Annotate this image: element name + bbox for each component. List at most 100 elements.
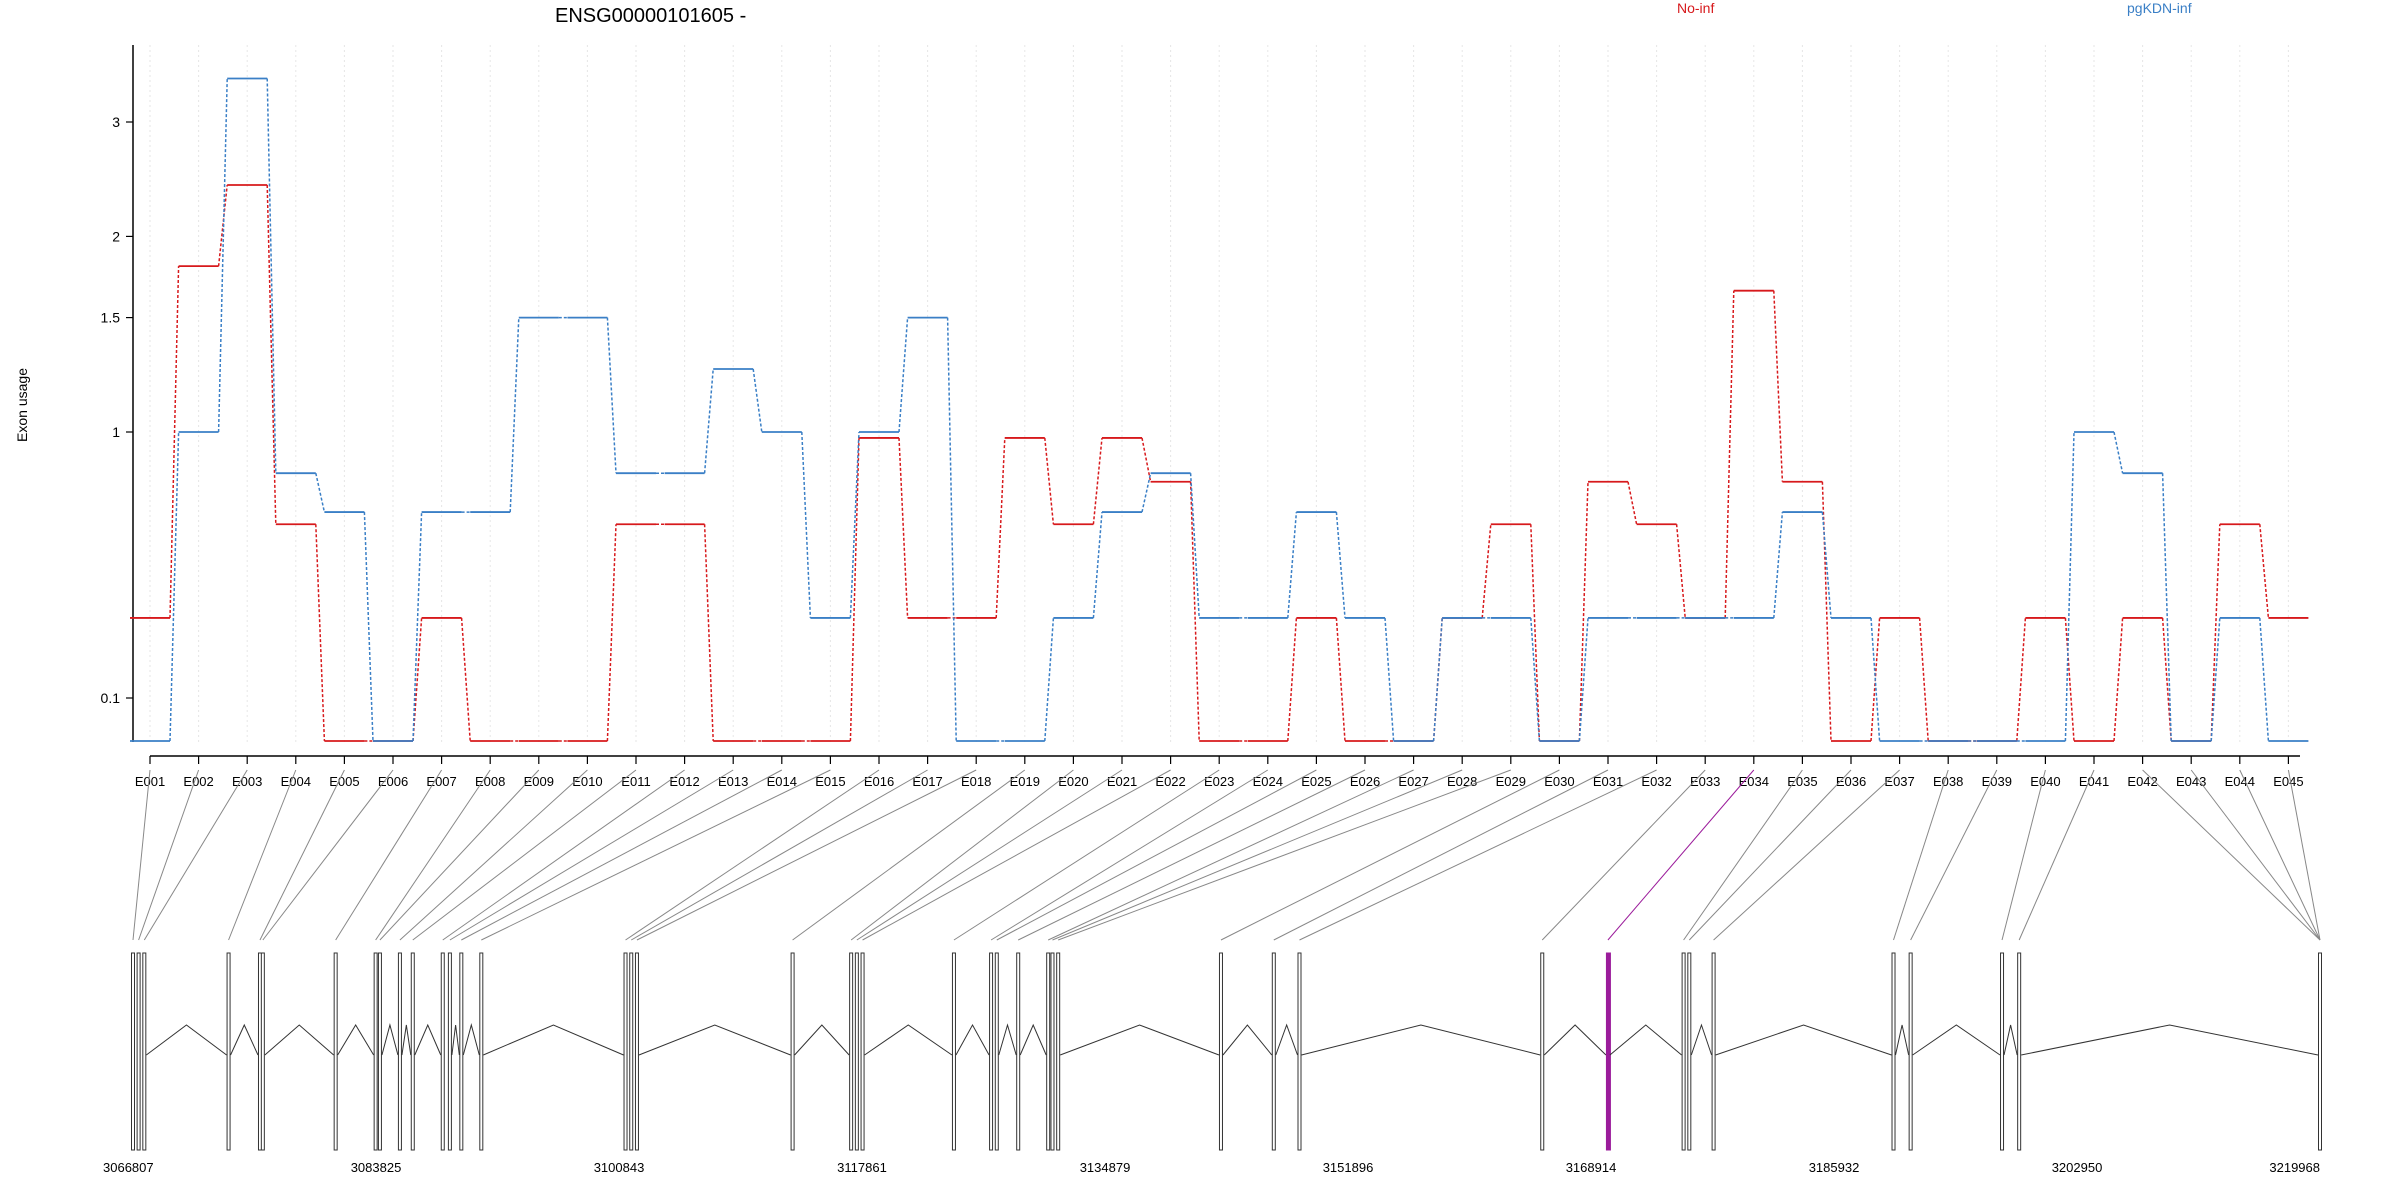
exon-label: E014 [767, 774, 797, 789]
series-segment [412, 617, 423, 742]
exon-label: E015 [815, 774, 845, 789]
series-segment [1141, 437, 1152, 482]
exon-label: E024 [1253, 774, 1283, 789]
exon-box [989, 952, 994, 1151]
exon-box [2000, 952, 2005, 1151]
exon-connector [481, 769, 831, 941]
intron-line [401, 1024, 412, 1056]
series-segment [2113, 617, 2124, 742]
series-segment [1918, 617, 1929, 742]
vertical-gridlines [149, 45, 2289, 742]
series-segment [1432, 617, 1443, 742]
exon-labels: E001 E002 E003 E004 E005 E006 E007 E008 E009 E010… [135, 756, 2304, 789]
intron-line [1060, 1024, 1220, 1056]
intron-line [638, 1024, 791, 1056]
series-segment [1578, 617, 1589, 742]
series-segment [2210, 524, 2221, 742]
y-ticks: 0.1 1 1.5 2 3 [101, 114, 133, 706]
series-segment [2161, 617, 2172, 742]
exon-connector [2287, 769, 2321, 941]
intron-line [794, 1024, 850, 1056]
exon-connector [2018, 769, 2095, 941]
exon-connector [953, 769, 1220, 941]
y-tick-label: 1 [112, 424, 120, 440]
exon-label: E013 [718, 774, 748, 789]
series-segment [2161, 473, 2172, 742]
series-segment [169, 266, 180, 618]
intron-line [146, 1024, 227, 1056]
exon-connector [1713, 769, 1900, 941]
exon-box [397, 952, 402, 1151]
exon-label: E044 [2225, 774, 2255, 789]
intron-line [2021, 1024, 2319, 1056]
intron-line [864, 1024, 953, 1056]
coordinate-label: 3100843 [594, 1160, 645, 1175]
series-segment [1530, 524, 1541, 742]
legend-no-inf: No-inf [1677, 0, 1714, 16]
exon-box [226, 952, 231, 1151]
exon-connector [412, 769, 637, 941]
series-segment [1092, 437, 1103, 525]
series-segment [2064, 617, 2075, 742]
coordinate-label: 3151896 [1323, 1160, 1374, 1175]
series-segment [1627, 481, 1638, 525]
exon-label: E041 [2079, 774, 2109, 789]
exon-label: E042 [2127, 774, 2157, 789]
exon-connector [1273, 769, 1609, 941]
exon-connector [1299, 769, 1657, 941]
intron-line [1275, 1023, 1298, 1056]
series-segment [217, 78, 228, 433]
exon-label: E005 [329, 774, 359, 789]
exon-label: E003 [232, 774, 262, 789]
exon-label: E012 [669, 774, 699, 789]
coordinate-label: 3134879 [1080, 1160, 1131, 1175]
series-segment [1287, 617, 1298, 742]
series-segment [2064, 431, 2075, 742]
intron-line [1690, 1023, 1713, 1056]
series-segment [2259, 617, 2270, 742]
exon-connector [2190, 769, 2321, 941]
intron-line [1019, 1023, 1047, 1056]
series-segment [1821, 481, 1832, 742]
exon-label: E025 [1301, 774, 1331, 789]
series-segment [801, 431, 812, 618]
intron-line [1895, 1024, 1910, 1056]
exon-box [1046, 952, 1051, 1151]
series-segment [995, 437, 1006, 618]
exon-box [260, 952, 265, 1151]
exon-box [1681, 952, 1686, 1151]
exon-connector [449, 769, 734, 941]
exon-connector [1541, 769, 1706, 941]
coordinate-label: 3219968 [2269, 1160, 2320, 1175]
y-tick-label: 3 [112, 114, 120, 130]
exon-label: E022 [1155, 774, 1185, 789]
series-segment [946, 317, 957, 742]
intron-line [462, 1023, 480, 1056]
series-segment [849, 437, 860, 742]
exon-label: E002 [183, 774, 213, 789]
exon-box [1891, 952, 1896, 1151]
exon-label: E008 [475, 774, 505, 789]
series-segment [752, 368, 763, 433]
series-segment [363, 512, 374, 742]
exon-connector [1220, 769, 1560, 941]
y-tick-label: 1.5 [101, 310, 121, 326]
exon-connector [442, 769, 685, 941]
chart-title: ENSG00000101605 - [555, 5, 746, 27]
exon-box [1687, 952, 1692, 1151]
exon-connector [1058, 769, 1511, 941]
exon-connector [850, 769, 1074, 941]
series-segment [315, 473, 326, 513]
series-segment [1821, 512, 1832, 618]
exon-label: E016 [864, 774, 894, 789]
exon-label: E038 [1933, 774, 1963, 789]
exon-connector [1910, 769, 1998, 941]
series-segment [1335, 617, 1346, 742]
intron-line [381, 1023, 399, 1056]
series-segment [606, 317, 617, 474]
exon-connector [1688, 769, 1852, 941]
exon-box [629, 952, 634, 1151]
coordinate-label: 3066807 [103, 1160, 154, 1175]
intron-line [264, 1024, 334, 1056]
exon-connector [2001, 769, 2046, 941]
